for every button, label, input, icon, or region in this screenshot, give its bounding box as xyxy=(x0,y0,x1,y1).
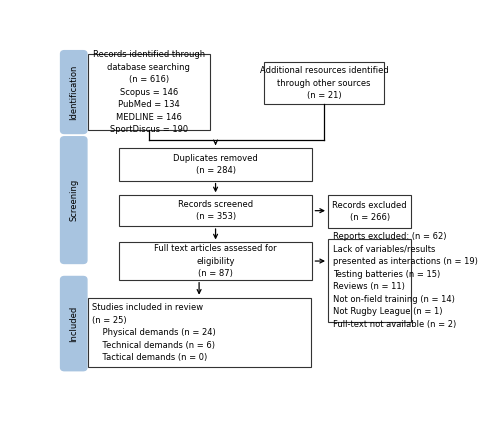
FancyBboxPatch shape xyxy=(60,276,87,371)
Bar xyxy=(328,239,411,322)
Text: Records screened
(n = 353): Records screened (n = 353) xyxy=(178,200,253,222)
FancyBboxPatch shape xyxy=(60,51,87,133)
Text: Duplicates removed
(n = 284): Duplicates removed (n = 284) xyxy=(173,154,258,175)
Text: Additional resources identified
through other sources
(n = 21): Additional resources identified through … xyxy=(260,66,388,100)
Text: Reports excluded: (n = 62)
Lack of variables/results
presented as interactions (: Reports excluded: (n = 62) Lack of varia… xyxy=(332,232,478,329)
Bar xyxy=(264,62,384,104)
Text: Included: Included xyxy=(69,306,78,342)
Bar xyxy=(118,242,312,280)
Text: Identification: Identification xyxy=(69,65,78,120)
Text: Records identified through
database searching
(n = 616)
Scopus = 146
PubMed = 13: Records identified through database sear… xyxy=(92,50,205,134)
Bar xyxy=(118,195,312,226)
Text: Studies included in review
(n = 25)
    Physical demands (n = 24)
    Technical : Studies included in review (n = 25) Phys… xyxy=(92,303,216,362)
Bar xyxy=(88,298,310,368)
Bar xyxy=(118,148,312,181)
Bar xyxy=(328,195,411,228)
Bar xyxy=(88,54,210,130)
Text: Full text articles assessed for
eligibility
(n = 87): Full text articles assessed for eligibil… xyxy=(154,244,277,278)
Text: Records excluded
(n = 266): Records excluded (n = 266) xyxy=(332,201,407,222)
FancyBboxPatch shape xyxy=(60,137,87,263)
Text: Screening: Screening xyxy=(69,179,78,221)
